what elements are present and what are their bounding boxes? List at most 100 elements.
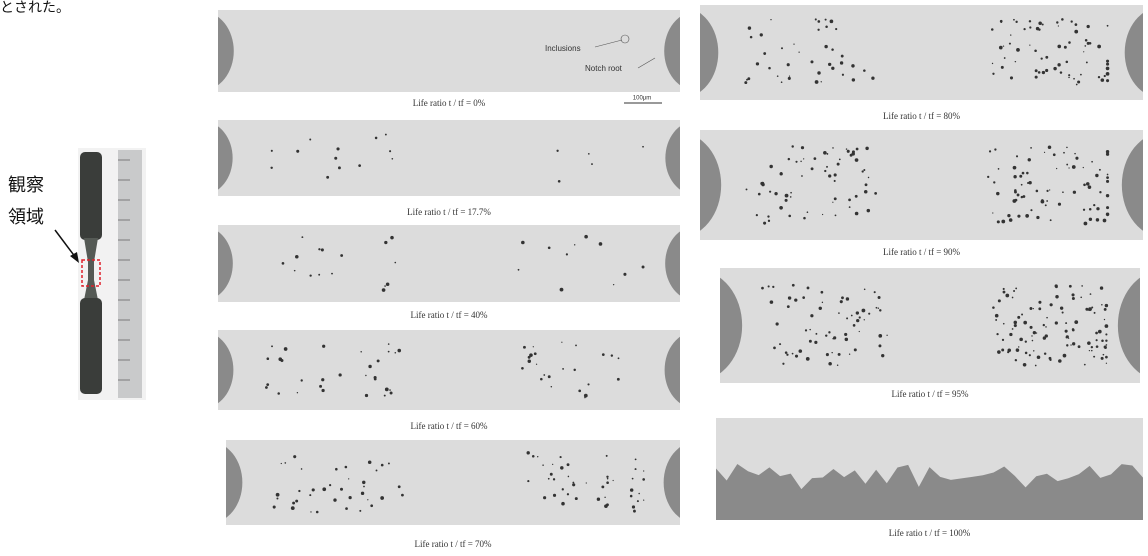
void: [1012, 297, 1014, 299]
void: [389, 150, 391, 152]
caption: Life ratio t / tf = 95%: [891, 389, 969, 399]
void: [821, 81, 822, 82]
void: [1099, 169, 1101, 171]
void: [1033, 308, 1034, 309]
caption: Life ratio t / tf = 60%: [410, 421, 488, 431]
void: [1089, 208, 1092, 211]
void: [834, 180, 836, 182]
annotation: Notch root: [585, 64, 623, 73]
void: [382, 288, 386, 292]
void: [390, 391, 393, 394]
void: [1089, 350, 1090, 351]
void: [793, 43, 794, 44]
micrograph: [218, 225, 680, 302]
micrograph: [226, 440, 680, 525]
void: [987, 176, 989, 178]
void: [841, 296, 844, 299]
void: [996, 333, 998, 335]
void: [992, 306, 995, 309]
void: [785, 199, 788, 202]
void: [358, 164, 361, 167]
void: [1038, 71, 1041, 74]
void: [1088, 185, 1092, 189]
void: [606, 455, 608, 457]
void: [790, 196, 792, 198]
notch: [174, 122, 233, 195]
void: [1009, 43, 1011, 45]
void: [867, 209, 870, 212]
void: [792, 353, 794, 355]
void: [635, 468, 637, 470]
void: [282, 262, 285, 265]
void: [292, 502, 295, 505]
void: [837, 163, 840, 166]
void: [878, 344, 881, 347]
void: [389, 389, 391, 391]
void: [1012, 328, 1014, 330]
void: [630, 495, 633, 498]
void: [375, 137, 378, 140]
void: [1037, 355, 1041, 359]
micrograph-panel: Life ratio t / tf = 17.7%: [174, 120, 724, 217]
void: [1105, 356, 1108, 359]
void: [1063, 354, 1067, 358]
void: [1036, 190, 1039, 193]
void: [1068, 74, 1070, 76]
void: [276, 497, 278, 499]
void: [359, 510, 361, 512]
void: [825, 334, 827, 336]
void: [336, 147, 339, 150]
void: [819, 307, 822, 310]
void: [562, 488, 564, 490]
void: [1021, 196, 1023, 198]
micrograph: [218, 10, 680, 92]
void: [1106, 180, 1109, 183]
micrograph-panel: Life ratio t / tf = 0%: [171, 10, 728, 108]
void: [1072, 329, 1075, 332]
body-text: とされた。: [0, 0, 70, 16]
void: [326, 176, 329, 179]
void: [1016, 48, 1020, 52]
void: [747, 77, 750, 80]
void: [1104, 308, 1107, 311]
void: [1023, 363, 1027, 367]
void: [1103, 219, 1107, 223]
void: [532, 455, 535, 458]
void: [1023, 28, 1025, 30]
void: [851, 64, 854, 67]
void: [586, 482, 587, 483]
void: [335, 468, 338, 471]
void: [779, 206, 783, 210]
void: [521, 241, 525, 245]
figure: とされた。 観察 領域 Life ratio t / tf = 0%Life r…: [0, 0, 1148, 551]
void: [1061, 18, 1064, 21]
void: [552, 464, 553, 465]
void: [1069, 285, 1072, 288]
void: [1010, 76, 1013, 79]
void: [1034, 49, 1037, 52]
void: [756, 62, 759, 65]
void: [1083, 167, 1084, 168]
void: [578, 390, 581, 393]
void: [1080, 296, 1082, 298]
void: [528, 359, 531, 362]
void: [518, 269, 520, 271]
void: [1088, 307, 1092, 311]
void: [1106, 213, 1109, 216]
void: [1093, 356, 1095, 358]
void: [377, 359, 380, 362]
void: [388, 351, 390, 353]
void: [291, 506, 295, 510]
void: [601, 485, 604, 488]
void: [1000, 21, 1002, 23]
void: [1002, 339, 1004, 341]
void: [384, 285, 386, 287]
void: [566, 253, 568, 255]
void: [831, 67, 834, 70]
void: [1010, 34, 1011, 35]
void: [1036, 332, 1037, 333]
void: [340, 254, 343, 257]
void: [1004, 57, 1006, 59]
void: [1017, 316, 1020, 319]
void: [575, 345, 577, 347]
